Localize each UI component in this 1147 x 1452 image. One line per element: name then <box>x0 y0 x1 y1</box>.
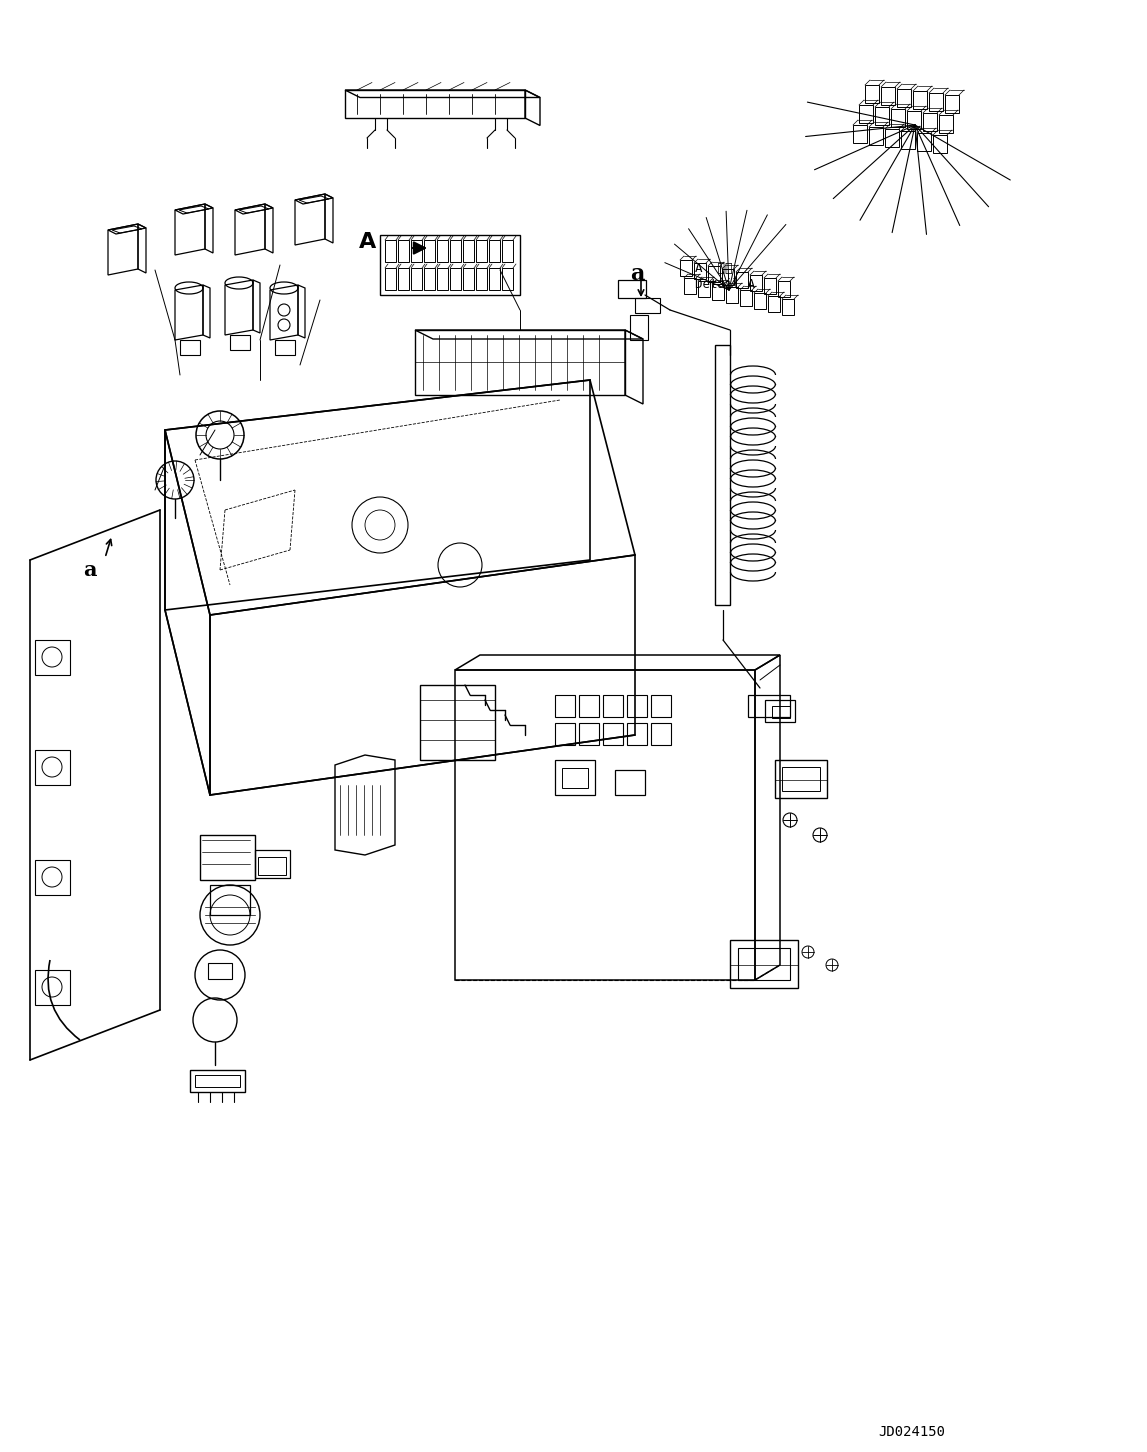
Bar <box>738 948 790 980</box>
Bar <box>630 315 648 340</box>
Bar <box>615 770 645 796</box>
Bar <box>627 723 647 745</box>
Bar <box>772 706 790 717</box>
Bar <box>231 335 250 350</box>
Bar <box>765 700 795 722</box>
Text: a: a <box>84 560 96 579</box>
Bar <box>555 759 595 796</box>
Bar <box>380 235 520 295</box>
Bar <box>555 723 575 745</box>
Bar <box>210 886 250 915</box>
Bar <box>748 696 790 717</box>
Bar <box>651 696 671 717</box>
Bar <box>195 1074 240 1088</box>
Bar <box>627 696 647 717</box>
Bar <box>651 723 671 745</box>
Bar <box>36 860 70 894</box>
Bar <box>255 849 290 878</box>
Bar <box>782 767 820 791</box>
Bar <box>36 970 70 1005</box>
Bar <box>729 939 798 987</box>
Text: JD024150: JD024150 <box>877 1424 945 1439</box>
Bar <box>36 640 70 675</box>
Bar <box>180 340 200 354</box>
Text: Detail A: Detail A <box>695 277 755 290</box>
Bar <box>603 723 623 745</box>
Bar <box>635 298 660 314</box>
Bar <box>420 685 496 759</box>
Bar <box>579 723 599 745</box>
Bar <box>208 963 232 979</box>
Bar <box>36 751 70 786</box>
Bar <box>579 696 599 717</box>
Text: A  詳細: A 詳細 <box>695 261 733 274</box>
Bar <box>603 696 623 717</box>
Bar <box>555 696 575 717</box>
Bar <box>275 340 295 354</box>
Text: A: A <box>359 232 376 253</box>
Bar <box>258 857 286 876</box>
Bar <box>200 835 255 880</box>
Bar <box>190 1070 245 1092</box>
Bar <box>618 280 646 298</box>
Text: a: a <box>630 263 645 285</box>
Bar <box>775 759 827 799</box>
Bar <box>562 768 588 788</box>
